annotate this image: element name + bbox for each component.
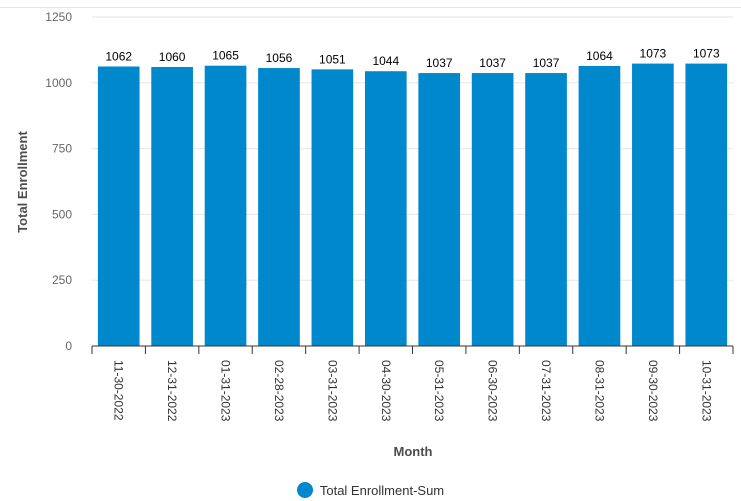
- bar[interactable]: [151, 67, 193, 347]
- bar[interactable]: [97, 66, 140, 346]
- x-axis-ticks: 11-30-2022 12-31-2022 01-31-2023 02-28-2023…: [112, 360, 714, 422]
- x-tick-label: 08-31-2023: [592, 360, 606, 422]
- data-label: 1060: [159, 50, 186, 64]
- data-label: 1044: [372, 54, 399, 68]
- bar[interactable]: [632, 63, 674, 347]
- bar[interactable]: [204, 65, 247, 346]
- x-axis-title: Month: [394, 444, 433, 459]
- y-tick-label: 500: [52, 207, 72, 221]
- legend-item[interactable]: Total Enrollment-Sum: [296, 482, 445, 498]
- y-axis-title: Total Enrollment: [15, 131, 30, 233]
- bar[interactable]: [311, 69, 354, 346]
- y-tick-label: 750: [52, 142, 72, 156]
- bar-chart: 0 250 500 750 1000 1250 11-30-2022 12-31-2022 0…: [15, 10, 734, 459]
- data-label: 1051: [319, 52, 346, 66]
- y-axis-ticks: 0 250 500 750 1000 1250: [45, 10, 72, 353]
- top-divider: [0, 0, 741, 8]
- data-label: 1065: [212, 49, 239, 63]
- y-tick-label: 0: [65, 339, 72, 353]
- data-label: 1064: [586, 49, 613, 63]
- x-tick-label: 03-31-2023: [325, 360, 339, 422]
- data-labels: 1062 1060 1065 1056 1051 1044 1037 1037 1037 1064…: [105, 47, 720, 70]
- y-tick-label: 250: [52, 273, 72, 287]
- x-tick-label: 04-30-2023: [379, 360, 393, 422]
- bars: [97, 63, 728, 347]
- data-label: 1056: [266, 51, 293, 65]
- x-tick-label: 07-31-2023: [539, 360, 553, 422]
- x-tick-label: 11-30-2022: [112, 360, 126, 421]
- data-label: 1037: [479, 56, 506, 70]
- legend-marker-icon: [296, 482, 313, 498]
- x-tick-label: 10-31-2023: [699, 360, 713, 422]
- data-label: 1062: [105, 49, 132, 63]
- x-tick-label: 09-30-2023: [646, 360, 660, 422]
- x-tick-label: 02-28-2023: [272, 360, 286, 422]
- data-label: 1073: [640, 47, 667, 61]
- bar[interactable]: [525, 73, 567, 347]
- x-axis: [91, 345, 734, 354]
- x-tick-label: 01-31-2023: [219, 360, 233, 422]
- gridlines: [92, 16, 733, 281]
- x-tick-label: 12-31-2022: [165, 360, 179, 422]
- data-label: 1037: [533, 56, 560, 70]
- y-tick-label: 1250: [45, 10, 72, 24]
- y-tick-label: 1000: [45, 76, 72, 90]
- legend: Total Enrollment-Sum: [0, 480, 741, 500]
- x-tick-label: 05-31-2023: [432, 360, 446, 422]
- bar[interactable]: [685, 63, 728, 347]
- bar[interactable]: [418, 73, 461, 347]
- bar[interactable]: [578, 65, 621, 346]
- x-tick-label: 06-30-2023: [486, 360, 500, 422]
- data-label: 1073: [693, 47, 720, 61]
- data-label: 1037: [426, 56, 453, 70]
- bar[interactable]: [471, 73, 514, 347]
- legend-label: Total Enrollment-Sum: [319, 482, 445, 498]
- bar[interactable]: [258, 68, 300, 347]
- bar[interactable]: [364, 71, 407, 346]
